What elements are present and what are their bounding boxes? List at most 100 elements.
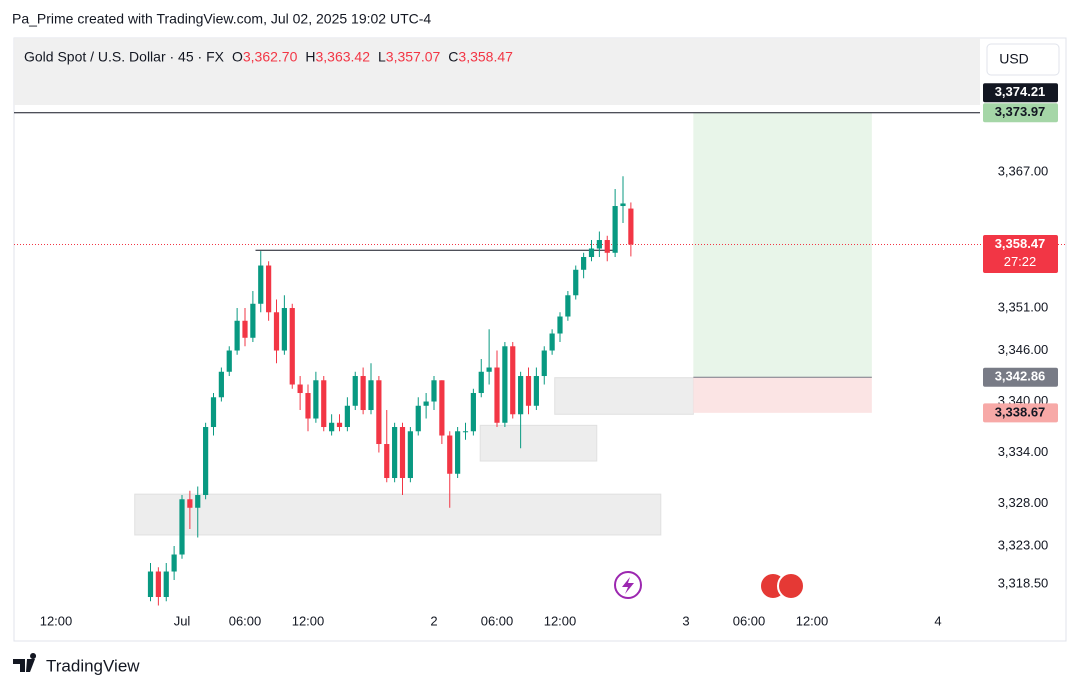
candle-body — [203, 427, 209, 496]
y-tick-label: 3,351.00 — [998, 299, 1049, 314]
candle-body — [250, 303, 256, 338]
candle-body — [620, 203, 626, 207]
candle-body — [565, 295, 571, 317]
candle-body — [155, 571, 161, 598]
x-tick-label: Jul — [174, 613, 191, 628]
price-tag-label: 3,342.86 — [995, 369, 1046, 384]
candle-body — [266, 265, 272, 313]
candle-body — [399, 427, 406, 479]
candle-body — [541, 350, 547, 377]
candle-body — [470, 393, 476, 432]
countdown: 27:22 — [1004, 254, 1037, 269]
candle-body — [179, 499, 185, 555]
candle-body — [557, 316, 563, 334]
candle-body — [573, 269, 579, 296]
x-tick-label: 06:00 — [733, 613, 766, 628]
candle-body — [297, 384, 303, 394]
candle-body — [494, 367, 500, 423]
footer: TradingView — [13, 653, 140, 675]
candle-body — [533, 376, 539, 406]
price-tag-label: 3,374.21 — [995, 84, 1046, 99]
candle-body — [163, 571, 169, 598]
price-tag — [983, 83, 1058, 103]
brand: TradingView — [46, 656, 140, 675]
candle-body — [273, 312, 280, 351]
price-tag-label: 3,373.97 — [995, 104, 1046, 119]
ohlc-label: O — [232, 49, 243, 65]
candle-body — [588, 248, 595, 258]
candle-body — [336, 422, 343, 428]
candle-body — [415, 405, 421, 432]
ohlc-value: 3,357.07 — [386, 49, 441, 65]
stop-zone — [693, 377, 872, 413]
ohlc-value: 3,362.70 — [243, 49, 298, 65]
chart-frame — [13, 37, 1067, 642]
candle-body — [486, 367, 492, 372]
candle-body — [392, 427, 398, 479]
candle-body — [604, 240, 610, 253]
candle-body — [352, 376, 358, 406]
candle-body — [376, 380, 382, 445]
flag-icon[interactable] — [777, 572, 805, 600]
candle-body — [195, 495, 201, 508]
candle-body — [210, 397, 217, 428]
x-tick-label: 06:00 — [229, 613, 262, 628]
logo — [13, 653, 37, 672]
price-tag — [983, 103, 1058, 123]
candle-body — [431, 380, 437, 402]
attribution: Pa_Prime created with TradingView.com, J… — [12, 11, 431, 27]
candle-body — [455, 431, 461, 474]
currency[interactable]: USD — [999, 51, 1029, 67]
candle-body — [329, 422, 335, 432]
x-tick-label: 12:00 — [292, 613, 325, 628]
x-tick-label: 12:00 — [796, 613, 829, 628]
candle-body — [549, 333, 555, 351]
y-tick-label: 3,328.00 — [998, 495, 1049, 510]
candle-body — [281, 308, 287, 351]
y-tick-label: 3,318.50 — [998, 576, 1049, 591]
candle-body — [289, 308, 295, 385]
chart-title: Gold Spot / U.S. Dollar · 45 · FX — [24, 49, 225, 65]
zone — [554, 377, 694, 415]
price-tag-label: 3,338.67 — [995, 404, 1046, 419]
header-band — [14, 38, 980, 105]
x-tick-label: 12:00 — [40, 613, 73, 628]
candle-body — [305, 393, 311, 419]
candle-body — [628, 208, 634, 245]
candle-body — [234, 320, 240, 351]
ohlc-label: C — [448, 49, 458, 65]
price-tag-label: 3,358.47 — [995, 236, 1046, 251]
ohlc-legend: O 3,362.70 H 3,363.42 L 3,357.07 C 3,358.47 — [232, 49, 513, 65]
zone — [479, 424, 598, 462]
y-tick-label: 3,334.00 — [998, 444, 1049, 459]
candle-body — [407, 431, 413, 479]
candle-body — [360, 376, 366, 411]
ohlc-value: 3,363.42 — [315, 49, 370, 65]
currency-button[interactable] — [986, 43, 1060, 76]
event-icons — [614, 571, 805, 600]
candle-body — [612, 206, 618, 253]
candle-body — [447, 435, 453, 474]
x-tick-label: 3 — [682, 613, 689, 628]
price-tag — [983, 235, 1058, 274]
lightning — [622, 577, 634, 594]
y-tick-label: 3,323.00 — [998, 537, 1049, 552]
price-tag — [983, 367, 1058, 387]
x-tick-label: 12:00 — [544, 613, 577, 628]
candle-body — [518, 376, 524, 415]
candle-body — [147, 571, 154, 598]
candle-body — [525, 376, 532, 406]
y-tick-label: 3,346.00 — [998, 342, 1049, 357]
candle-body — [596, 240, 602, 249]
candle-body — [384, 444, 390, 479]
candle-body — [258, 265, 264, 304]
candle-body — [171, 554, 177, 572]
candle-body — [439, 380, 445, 436]
candle-body — [321, 380, 327, 428]
ohlc-value: 3,358.47 — [458, 49, 513, 65]
price-tag — [983, 403, 1058, 423]
ohlc-label: L — [378, 49, 386, 65]
x-tick-label: 2 — [430, 613, 437, 628]
